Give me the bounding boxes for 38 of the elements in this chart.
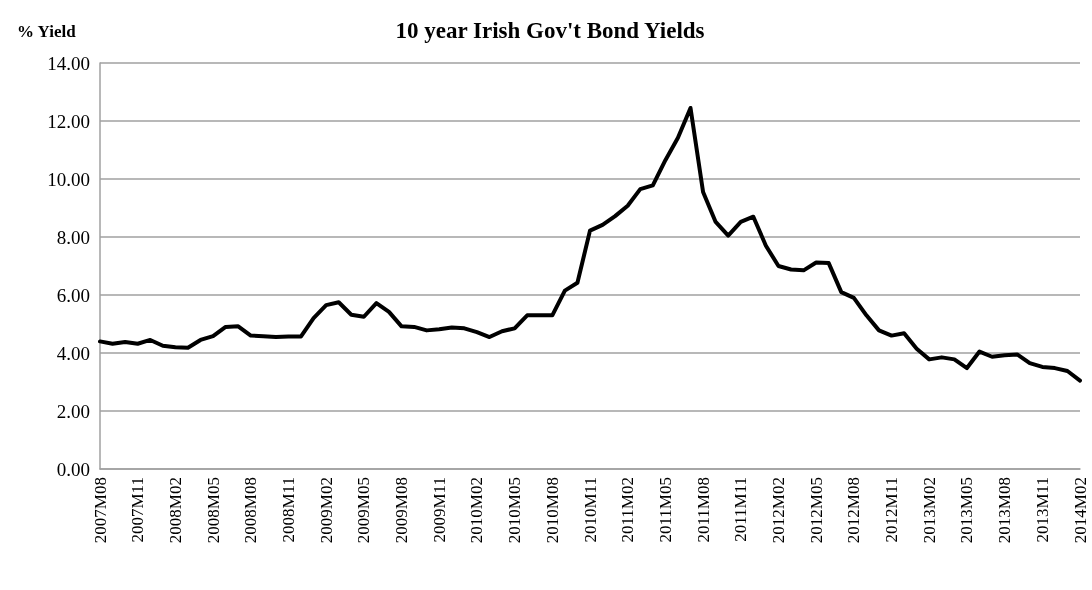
x-tick-label: 2013M02	[919, 477, 939, 544]
y-tick-label: 6.00	[56, 284, 90, 306]
x-tick-label: 2009M02	[316, 477, 336, 544]
y-tick-label: 4.00	[56, 342, 90, 364]
x-tick-label: 2013M05	[957, 477, 977, 544]
x-tick-label: 2012M08	[844, 477, 864, 544]
x-tick-label: 2011M02	[618, 477, 638, 543]
x-tick-label: 2012M11	[882, 477, 902, 543]
x-tick-label: 2011M08	[693, 477, 713, 543]
x-tick-label: 2010M11	[580, 477, 600, 543]
x-tick-label: 2008M11	[278, 477, 298, 543]
y-axis-title: % Yield	[17, 22, 77, 41]
x-tick-label: 2011M11	[731, 477, 751, 542]
x-tick-label: 2009M05	[354, 477, 374, 544]
x-tick-label: 2010M08	[542, 477, 562, 544]
y-tick-label: 8.00	[56, 226, 90, 248]
y-tick-label: 2.00	[56, 400, 90, 422]
x-tick-label: 2013M11	[1032, 477, 1052, 543]
x-tick-label: 2013M08	[995, 477, 1015, 544]
x-tick-label: 2009M08	[392, 477, 412, 544]
y-tick-label: 14.00	[47, 52, 90, 74]
x-tick-label: 2007M11	[128, 477, 148, 543]
y-tick-label: 10.00	[47, 168, 90, 190]
line-series	[98, 105, 1082, 383]
y-tick-label: 0.00	[56, 458, 90, 480]
x-tick-label: 2012M02	[768, 477, 788, 544]
x-tick-label: 2010M05	[505, 477, 525, 544]
x-tick-label: 2012M05	[806, 477, 826, 544]
x-tick-label: 2009M11	[429, 477, 449, 543]
x-tick-label: 2010M02	[467, 477, 487, 544]
x-tick-label: 2008M05	[203, 477, 223, 544]
x-tick-label: 2007M08	[90, 477, 110, 544]
x-tick-label: 2008M02	[165, 477, 185, 544]
chart-title: 10 year Irish Gov't Bond Yields	[395, 18, 705, 43]
x-tick-label: 2008M08	[241, 477, 261, 544]
x-tick-label: 2011M05	[655, 477, 675, 543]
y-tick-label: 12.00	[47, 110, 90, 132]
x-tick-label: 2014M02	[1070, 477, 1090, 544]
